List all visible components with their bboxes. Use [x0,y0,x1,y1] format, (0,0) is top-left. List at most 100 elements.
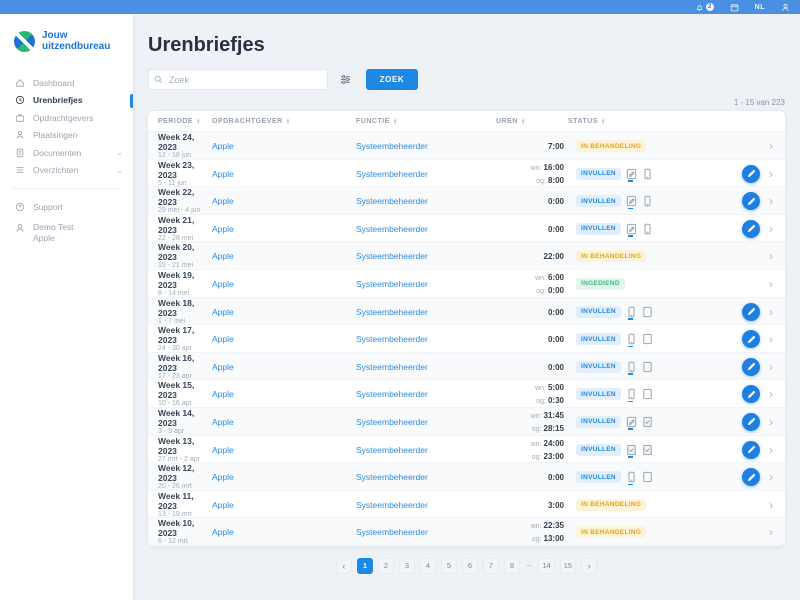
chevron-right-icon[interactable]: › [769,221,773,236]
function-link[interactable]: Systeembeheerder [356,334,428,345]
pagination-page-8[interactable]: 8 [503,557,520,574]
chevron-right-icon[interactable]: › [769,332,773,347]
language-selector[interactable]: NL [754,3,765,11]
column-header-opdrachtgever[interactable]: Opdrachtgever ▲ ▼ [212,117,356,124]
client-link[interactable]: Apple [212,306,234,317]
table-row[interactable]: Week 24, 2023 12 - 18 jun Apple Systeembehe… [148,132,785,160]
function-link[interactable]: Systeembeheerder [356,444,428,455]
table-row[interactable]: Week 17, 2023 24 - 30 apr Apple Systeembehe… [148,325,785,353]
table-row[interactable]: Week 21, 2023 22 - 28 mei Apple Systeembehe… [148,215,785,243]
chevron-right-icon[interactable]: › [769,304,773,319]
chevron-right-icon[interactable]: › [769,359,773,374]
edit-button[interactable] [742,385,760,404]
function-link[interactable]: Systeembeheerder [356,527,428,538]
table-row[interactable]: Week 12, 2023 20 - 26 mrt Apple Systeembehe… [148,463,785,491]
pagination-page-6[interactable]: 6 [461,557,478,574]
sidebar-item-documenten[interactable]: Documenten ⌄ [0,144,133,162]
pagination-prev-button[interactable]: ‹ [335,557,352,574]
table-row[interactable]: Week 22, 2023 29 mei - 4 jun Apple Systeemb… [148,187,785,215]
table-row[interactable]: Week 10, 2023 6 - 12 mrt Apple Systeembehee… [148,518,785,546]
table-row[interactable]: Week 20, 2023 15 - 21 mei Apple Systeembehe… [148,242,785,270]
pagination-page-4[interactable]: 4 [419,557,436,574]
column-header-functie[interactable]: Functie ▲ ▼ [356,117,496,124]
function-link[interactable]: Systeembeheerder [356,223,428,234]
function-link[interactable]: Systeembeheerder [356,141,428,151]
pagination-page-7[interactable]: 7 [482,557,499,574]
client-link[interactable]: Apple [212,251,234,262]
chevron-right-icon[interactable]: › [769,525,773,540]
chevron-right-icon[interactable]: › [769,139,773,153]
sidebar-user[interactable]: Demo Test Apple [0,216,133,244]
table-row[interactable]: Week 13, 2023 27 mrt - 2 apr Apple Systeemb… [148,436,785,464]
sidebar-item-support[interactable]: Support [0,198,133,216]
edit-button[interactable] [742,219,760,238]
edit-button[interactable] [742,357,760,376]
calendar-button[interactable] [730,3,739,12]
chevron-right-icon[interactable]: › [769,249,773,264]
function-link[interactable]: Systeembeheerder [356,168,428,179]
table-row[interactable]: Week 16, 2023 17 - 23 apr Apple Systeembehe… [148,352,785,381]
table-row[interactable]: Week 19, 2023 8 - 14 mei Apple Systeembehee… [148,270,785,298]
filter-button[interactable] [339,72,355,88]
chevron-right-icon[interactable]: › [769,497,773,512]
edit-button[interactable] [742,164,760,183]
chevron-right-icon[interactable]: › [769,194,773,209]
client-link[interactable]: Apple [212,527,234,538]
function-link[interactable]: Systeembeheerder [356,251,428,262]
pagination-page-2[interactable]: 2 [377,557,394,574]
sidebar-item-urenbriefjes[interactable]: Urenbriefjes [0,92,133,110]
column-header-status[interactable]: Status ▲ ▼ [568,117,718,124]
client-link[interactable]: Apple [212,196,234,207]
search-input[interactable] [148,69,328,90]
table-row[interactable]: Week 14, 2023 3 - 9 apr Apple Systeembeheer… [148,407,785,436]
function-link[interactable]: Systeembeheerder [356,472,428,483]
table-row[interactable]: Week 23, 2023 5 - 11 jun Apple Systeembehee… [148,160,785,188]
notifications-button[interactable]: 2 [695,3,714,12]
function-link[interactable]: Systeembeheerder [356,278,428,289]
client-link[interactable]: Apple [212,499,234,510]
app-logo[interactable]: Jouw uitzendbureau [0,14,133,52]
client-link[interactable]: Apple [212,444,234,455]
function-link[interactable]: Systeembeheerder [356,389,428,400]
client-link[interactable]: Apple [212,416,234,427]
edit-button[interactable] [742,440,760,459]
client-link[interactable]: Apple [212,278,234,289]
client-link[interactable]: Apple [212,223,234,234]
edit-button[interactable] [742,412,760,431]
column-header-uren[interactable]: Uren ▲ ▼ [496,117,568,124]
pagination-page-3[interactable]: 3 [398,557,415,574]
column-header-periode[interactable]: Periode ▲ ▼ [158,117,212,124]
client-link[interactable]: Apple [212,334,234,345]
edit-button[interactable] [742,330,760,349]
function-link[interactable]: Systeembeheerder [356,499,428,510]
pagination-page-1[interactable]: 1 [356,557,373,574]
chevron-right-icon[interactable]: › [769,387,773,402]
table-row[interactable]: Week 15, 2023 10 - 16 apr Apple Systeembehe… [148,380,785,408]
client-link[interactable]: Apple [212,141,234,151]
edit-button[interactable] [742,468,760,487]
sidebar-item-plaatsingen[interactable]: Plaatsingen [0,127,133,145]
profile-button[interactable] [781,3,790,12]
function-link[interactable]: Systeembeheerder [356,306,428,317]
function-link[interactable]: Systeembeheerder [356,361,428,372]
chevron-right-icon[interactable]: › [769,442,773,457]
chevron-right-icon[interactable]: › [769,414,773,429]
chevron-right-icon[interactable]: › [769,166,773,181]
pagination-next-button[interactable]: › [581,557,598,574]
pagination-page-15[interactable]: 15 [559,557,577,574]
search-submit-button[interactable]: ZOEK [366,69,418,90]
chevron-right-icon[interactable]: › [769,470,773,485]
pagination-page-5[interactable]: 5 [440,557,457,574]
function-link[interactable]: Systeembeheerder [356,196,428,207]
sidebar-item-overzichten[interactable]: Overzichten ⌄ [0,162,133,180]
client-link[interactable]: Apple [212,472,234,483]
edit-button[interactable] [742,302,760,321]
sidebar-item-opdrachtgevers[interactable]: Opdrachtgevers [0,109,133,127]
client-link[interactable]: Apple [212,168,234,179]
pagination-page-14[interactable]: 14 [538,557,555,574]
client-link[interactable]: Apple [212,361,234,372]
chevron-right-icon[interactable]: › [769,276,773,291]
client-link[interactable]: Apple [212,389,234,400]
edit-button[interactable] [742,192,760,211]
sidebar-item-dashboard[interactable]: Dashboard [0,74,133,92]
